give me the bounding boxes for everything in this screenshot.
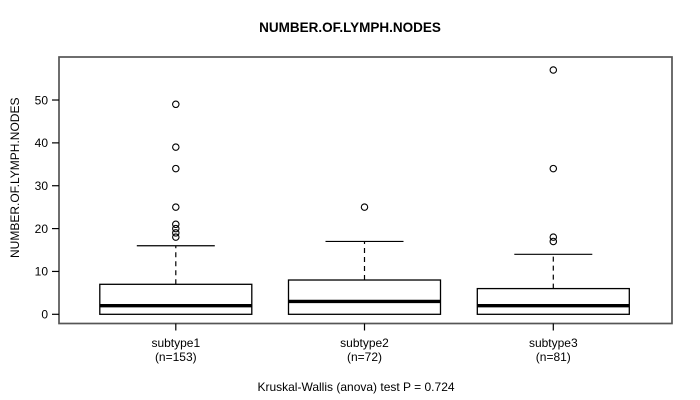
chart-title: NUMBER.OF.LYMPH.NODES (259, 20, 441, 35)
outlier-point-subtype1 (172, 220, 180, 229)
group-name: subtype2 (340, 336, 389, 350)
outlier-point-subtype3 (549, 66, 558, 74)
x-axis-label-subtype1: subtype1 (n=153) (116, 336, 236, 364)
x-axis-label-subtype3: subtype3 (n=81) (493, 336, 613, 364)
y-tick-label: 20 (35, 222, 49, 236)
outlier-point-subtype1 (172, 203, 180, 211)
outlier-point-subtype1 (172, 143, 180, 151)
stat-test-caption: Kruskal-Wallis (anova) test P = 0.724 (257, 380, 455, 394)
y-tick-label: 10 (35, 265, 49, 279)
x-axis-label-subtype2: subtype2 (n=72) (305, 336, 425, 364)
outlier-point-subtype3 (549, 237, 558, 246)
box-subtype1 (99, 283, 253, 315)
outlier-point-subtype1 (172, 100, 180, 109)
outlier-point-subtype1 (172, 224, 180, 233)
outlier-point-subtype1 (172, 233, 180, 241)
group-count: (n=81) (535, 349, 571, 364)
outlier-point-subtype1 (172, 229, 180, 237)
outlier-point-subtype2 (360, 203, 369, 211)
outlier-point-subtype1 (172, 164, 180, 173)
group-count: (n=153) (154, 349, 197, 364)
box-subtype3 (476, 287, 630, 315)
y-tick-label: 50 (35, 93, 49, 107)
y-tick-label: 30 (35, 179, 49, 193)
group-count: (n=72) (346, 349, 383, 364)
y-tick-label: 40 (35, 136, 49, 150)
y-tick-label: 0 (41, 308, 48, 322)
outlier-point-subtype3 (549, 233, 558, 241)
group-name: subtype3 (528, 336, 578, 350)
box-subtype2 (287, 279, 442, 315)
outlier-point-subtype3 (549, 164, 558, 173)
group-name: subtype1 (151, 336, 201, 350)
plot-frame (58, 56, 673, 325)
